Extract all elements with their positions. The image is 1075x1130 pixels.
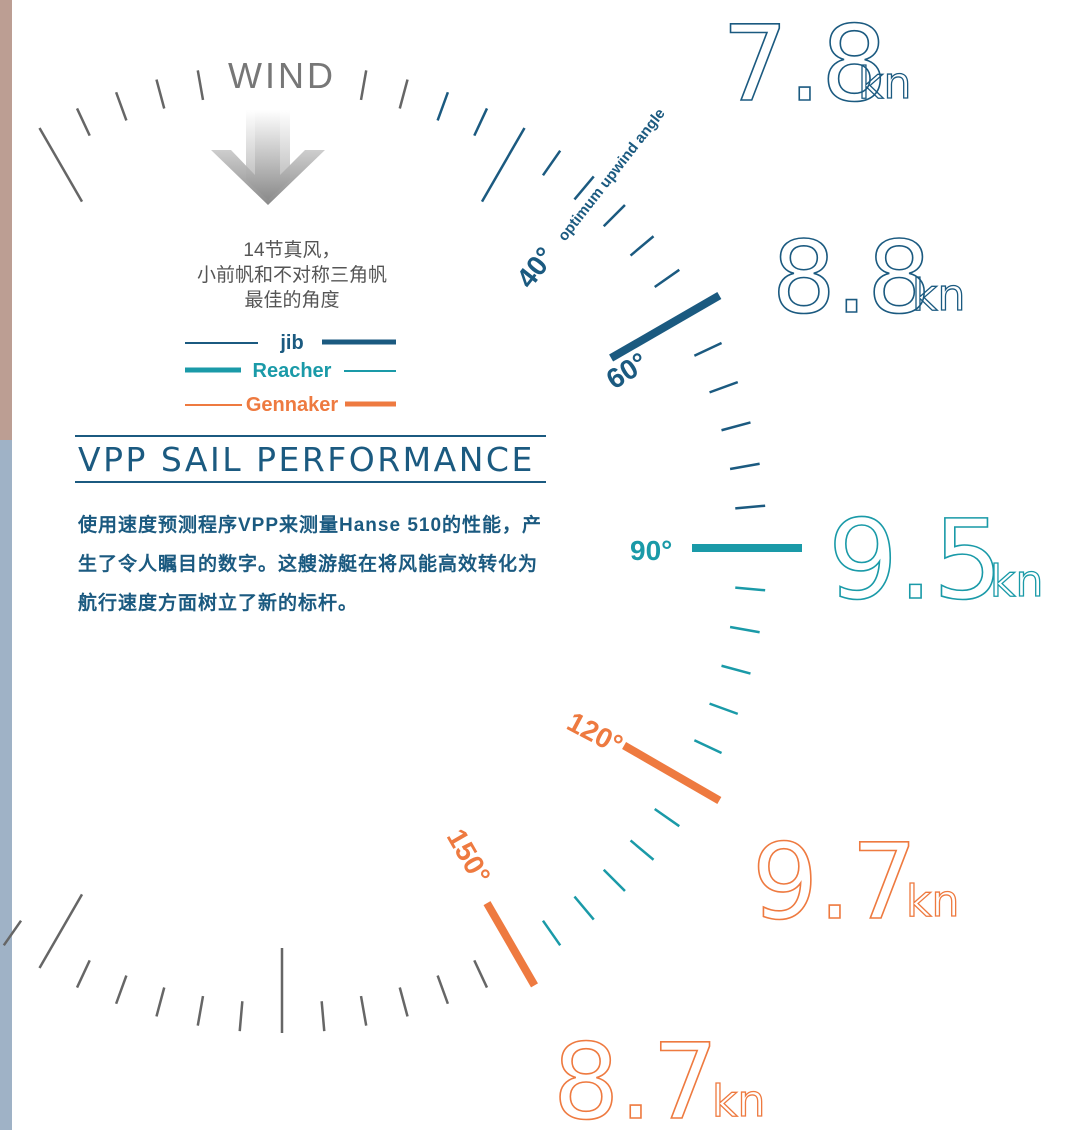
tick xyxy=(653,807,681,828)
angle-note: optimum upwind angle xyxy=(555,105,669,244)
speed: 8.7 xyxy=(553,1021,718,1130)
tick xyxy=(653,268,681,289)
tick xyxy=(721,421,751,432)
tick xyxy=(602,868,626,892)
tick xyxy=(629,235,655,257)
wind-label: WIND xyxy=(228,55,336,96)
tick xyxy=(609,292,722,362)
speed: 8.8 xyxy=(772,219,931,336)
tick xyxy=(735,504,766,510)
tick xyxy=(114,91,128,121)
caption-line: 小前帆和不对称三角帆 xyxy=(197,264,387,286)
tick xyxy=(196,995,205,1026)
tick xyxy=(709,380,739,394)
tick xyxy=(155,987,166,1017)
tick xyxy=(436,975,450,1005)
wind-arrow-shade xyxy=(246,110,290,200)
angle-label: 90° xyxy=(630,535,672,566)
tick xyxy=(629,839,655,861)
tick xyxy=(436,91,450,121)
tick xyxy=(2,919,23,947)
tick xyxy=(693,341,723,357)
tick xyxy=(473,107,489,137)
speed-unit: kn xyxy=(912,270,965,321)
tick xyxy=(359,995,368,1026)
tick xyxy=(359,70,368,101)
legend-label: Gennaker xyxy=(246,394,338,416)
tick xyxy=(709,702,739,716)
tick xyxy=(573,175,595,201)
legend-label: jib xyxy=(279,332,303,354)
tick xyxy=(38,127,84,203)
tick xyxy=(729,462,760,471)
speed: 7.8 xyxy=(722,3,887,125)
tick xyxy=(573,895,595,921)
caption-line: 14节真风， xyxy=(243,239,340,261)
tick xyxy=(114,975,128,1005)
angle-label: 150° xyxy=(441,824,497,890)
angle-label: 40° xyxy=(510,241,560,293)
speed-unit: kn xyxy=(858,58,911,109)
tick xyxy=(480,127,526,203)
tick xyxy=(541,149,562,177)
speed-unit: kn xyxy=(906,876,959,927)
legend-label: Reacher xyxy=(253,360,332,382)
tick xyxy=(196,70,205,101)
tick xyxy=(398,79,409,109)
tick xyxy=(721,664,751,675)
tick xyxy=(155,79,166,109)
speed: 9.7 xyxy=(752,821,917,943)
angle-label: 120° xyxy=(562,706,628,761)
angle-label: 60° xyxy=(601,346,653,395)
speed-unit: kn xyxy=(712,1076,765,1127)
tick xyxy=(622,742,722,804)
photo-edge-accent xyxy=(0,0,12,440)
tick xyxy=(38,893,84,969)
caption-line: 最佳的角度 xyxy=(244,289,339,311)
tick xyxy=(398,987,409,1017)
tick-ring xyxy=(2,70,802,1033)
tick xyxy=(473,959,489,989)
tick xyxy=(541,919,562,947)
speed-unit: kn xyxy=(990,556,1043,607)
speed: 9.5 xyxy=(828,496,1003,624)
tick xyxy=(238,1001,244,1032)
tick xyxy=(602,204,626,228)
tick xyxy=(729,625,760,634)
tick xyxy=(75,107,91,137)
body-text: 使用速度预测程序VPP来测量Hanse 510的性能，产生了令人瞩目的数字。这艘… xyxy=(78,515,543,614)
tick xyxy=(483,901,538,988)
tick xyxy=(75,959,91,989)
title: VPP SAIL PERFORMANCE xyxy=(78,440,535,479)
tick xyxy=(693,739,723,755)
tick xyxy=(735,586,766,592)
tick xyxy=(320,1001,326,1032)
